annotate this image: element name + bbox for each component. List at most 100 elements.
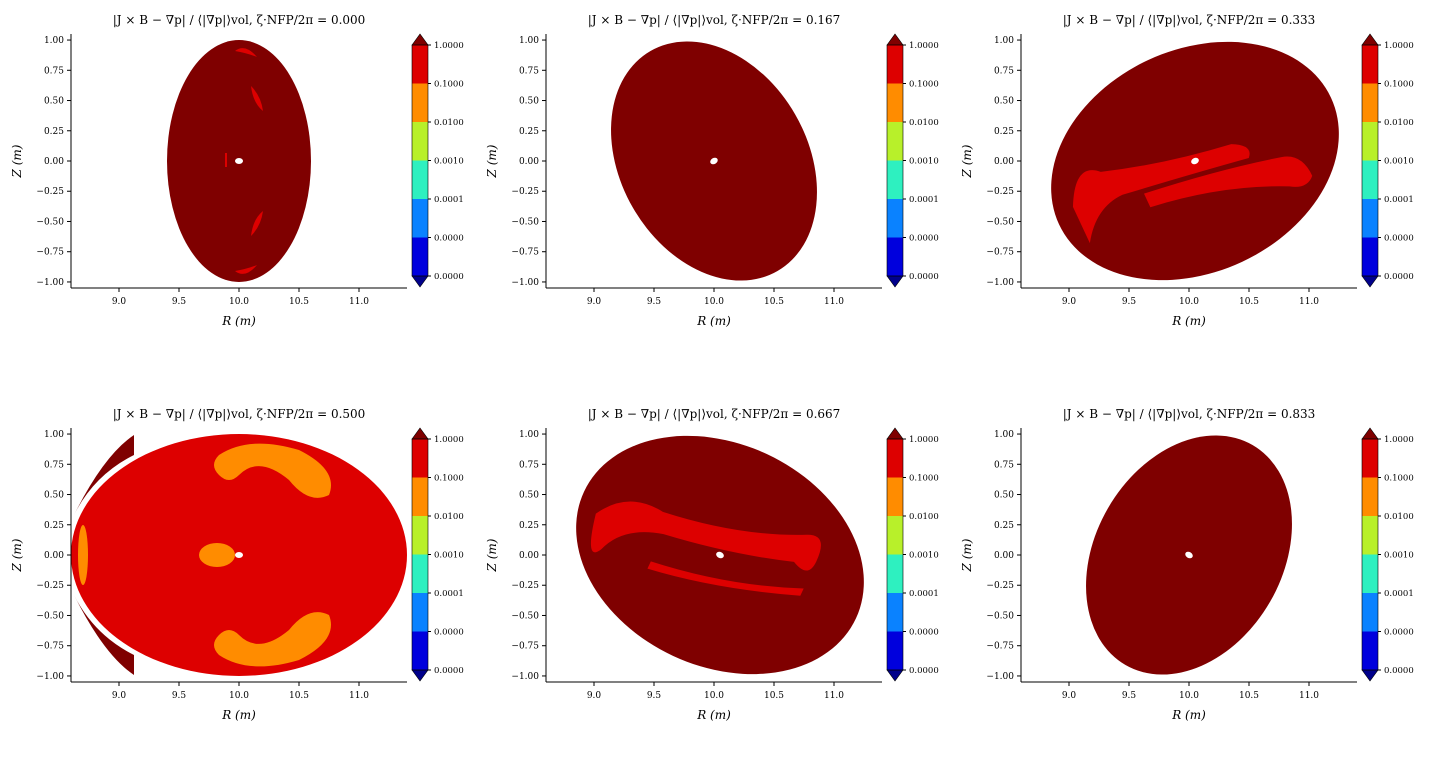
colorbar-tick-label: 0.0010 bbox=[434, 551, 464, 561]
contour-region bbox=[78, 525, 88, 585]
colorbar-tick-label: 0.0100 bbox=[434, 512, 464, 522]
contour-region bbox=[199, 543, 235, 567]
x-tick-label: 10.0 bbox=[704, 691, 724, 701]
contour-region bbox=[74, 435, 134, 515]
y-tick-label: −0.25 bbox=[36, 187, 64, 197]
y-tick-label: −0.25 bbox=[511, 187, 539, 197]
colorbar-over-arrow bbox=[1361, 427, 1379, 440]
plot-panel-1: |J × B − ∇p| / ⟨|∇p|⟩vol, ζ·NFP/2π = 0.1… bbox=[475, 0, 951, 366]
panel-svg: |J × B − ∇p| / ⟨|∇p|⟩vol, ζ·NFP/2π = 0.3… bbox=[960, 13, 1414, 328]
colorbar-over-arrow bbox=[1361, 33, 1379, 46]
colorbar-tick-label: 0.0000 bbox=[434, 272, 464, 282]
y-tick-label: 0.75 bbox=[994, 66, 1014, 76]
x-tick-label: 11.0 bbox=[824, 297, 844, 307]
plot-panel-5: |J × B − ∇p| / ⟨|∇p|⟩vol, ζ·NFP/2π = 0.8… bbox=[950, 394, 1426, 760]
colorbar-over-arrow bbox=[411, 427, 429, 440]
magnetic-axis bbox=[1185, 551, 1193, 559]
colorbar-segment bbox=[1362, 477, 1378, 517]
colorbar-segment bbox=[412, 439, 428, 478]
y-tick-label: 0.50 bbox=[994, 491, 1014, 501]
y-tick-label: −0.50 bbox=[36, 217, 64, 227]
colorbar-segment bbox=[887, 237, 903, 277]
contour-region bbox=[251, 211, 263, 236]
colorbar-over-arrow bbox=[886, 427, 904, 440]
x-axis-label: R (m) bbox=[696, 314, 731, 328]
cross-section bbox=[1086, 435, 1292, 675]
x-tick-label: 10.0 bbox=[704, 297, 724, 307]
colorbar-segment bbox=[887, 631, 903, 671]
y-tick-label: 1.00 bbox=[519, 430, 539, 440]
colorbar-tick-label: 0.0001 bbox=[909, 589, 939, 599]
panel-title: |J × B − ∇p| / ⟨|∇p|⟩vol, ζ·NFP/2π = 0.1… bbox=[588, 13, 841, 27]
colorbar-segment bbox=[887, 554, 903, 594]
x-tick-label: 9.0 bbox=[587, 297, 602, 307]
x-tick-label: 9.0 bbox=[1062, 691, 1077, 701]
y-tick-label: −1.00 bbox=[986, 278, 1014, 288]
y-tick-label: 0.75 bbox=[994, 460, 1014, 470]
plot-area bbox=[167, 40, 311, 282]
colorbar: 1.0000 0.1000 0.0100 0.0010 0.0001 0.0000 0.00… bbox=[411, 33, 464, 288]
colorbar-tick-label: 0.0000 bbox=[909, 628, 939, 638]
colorbar-under-arrow bbox=[411, 669, 429, 682]
colorbar-segment bbox=[412, 477, 428, 517]
colorbar-tick-label: 0.0100 bbox=[1384, 512, 1414, 522]
colorbar-segment bbox=[1362, 237, 1378, 277]
colorbar-tick-label: 0.0001 bbox=[434, 589, 464, 599]
x-tick-label: 10.5 bbox=[764, 297, 784, 307]
plot-panel-3: |J × B − ∇p| / ⟨|∇p|⟩vol, ζ·NFP/2π = 0.5… bbox=[0, 394, 476, 760]
x-tick-label: 11.0 bbox=[349, 297, 369, 307]
colorbar-segment bbox=[412, 45, 428, 84]
panel-title: |J × B − ∇p| / ⟨|∇p|⟩vol, ζ·NFP/2π = 0.6… bbox=[588, 407, 841, 421]
y-axis-label: Z (m) bbox=[485, 144, 499, 178]
colorbar-tick-label: 0.0000 bbox=[434, 628, 464, 638]
colorbar-segment bbox=[1362, 45, 1378, 84]
colorbar-tick-label: 0.1000 bbox=[434, 474, 464, 484]
contour-region bbox=[225, 153, 227, 167]
magnetic-axis bbox=[716, 551, 724, 559]
y-tick-label: −0.50 bbox=[986, 217, 1014, 227]
colorbar-tick-label: 0.1000 bbox=[909, 474, 939, 484]
y-tick-label: 0.25 bbox=[994, 127, 1014, 137]
x-tick-label: 10.5 bbox=[289, 691, 309, 701]
colorbar-tick-label: 0.0000 bbox=[1384, 272, 1414, 282]
y-tick-label: 1.00 bbox=[994, 36, 1014, 46]
y-tick-label: 0.50 bbox=[44, 491, 64, 501]
y-tick-label: −1.00 bbox=[36, 672, 64, 682]
colorbar-tick-label: 0.1000 bbox=[1384, 80, 1414, 90]
y-tick-label: −0.25 bbox=[986, 187, 1014, 197]
panel-title: |J × B − ∇p| / ⟨|∇p|⟩vol, ζ·NFP/2π = 0.5… bbox=[113, 407, 366, 421]
colorbar-under-arrow bbox=[1361, 669, 1379, 682]
colorbar-segment bbox=[412, 122, 428, 161]
x-tick-label: 10.5 bbox=[1239, 297, 1259, 307]
y-tick-label: −1.00 bbox=[986, 672, 1014, 682]
panel-title: |J × B − ∇p| / ⟨|∇p|⟩vol, ζ·NFP/2π = 0.3… bbox=[1063, 13, 1316, 27]
colorbar-tick-label: 0.1000 bbox=[434, 80, 464, 90]
colorbar-tick-label: 1.0000 bbox=[434, 41, 464, 51]
contour-region bbox=[74, 595, 134, 675]
plot-panel-0: |J × B − ∇p| / ⟨|∇p|⟩vol, ζ·NFP/2π = 0.0… bbox=[0, 0, 476, 366]
colorbar-segment bbox=[1362, 593, 1378, 632]
y-tick-label: −0.25 bbox=[986, 581, 1014, 591]
colorbar-segment bbox=[1362, 122, 1378, 161]
y-axis-label: Z (m) bbox=[10, 144, 24, 178]
y-tick-label: −1.00 bbox=[36, 278, 64, 288]
y-tick-label: 0.00 bbox=[44, 551, 64, 561]
colorbar-segment bbox=[412, 160, 428, 200]
colorbar-tick-label: 1.0000 bbox=[434, 435, 464, 445]
colorbar-tick-label: 0.0010 bbox=[434, 157, 464, 167]
x-tick-label: 9.0 bbox=[112, 297, 127, 307]
x-tick-label: 9.5 bbox=[172, 691, 187, 701]
x-tick-label: 10.5 bbox=[289, 297, 309, 307]
colorbar-segment bbox=[1362, 160, 1378, 200]
colorbar-segment bbox=[887, 199, 903, 238]
colorbar-segment bbox=[412, 631, 428, 671]
colorbar-segment bbox=[1362, 554, 1378, 594]
panel-svg: |J × B − ∇p| / ⟨|∇p|⟩vol, ζ·NFP/2π = 0.5… bbox=[10, 407, 464, 722]
colorbar-segment bbox=[412, 593, 428, 632]
x-tick-label: 11.0 bbox=[349, 691, 369, 701]
contour-region bbox=[214, 443, 331, 498]
colorbar-tick-label: 1.0000 bbox=[909, 435, 939, 445]
y-tick-label: 0.50 bbox=[44, 97, 64, 107]
colorbar-over-arrow bbox=[886, 33, 904, 46]
y-tick-label: −0.50 bbox=[986, 611, 1014, 621]
